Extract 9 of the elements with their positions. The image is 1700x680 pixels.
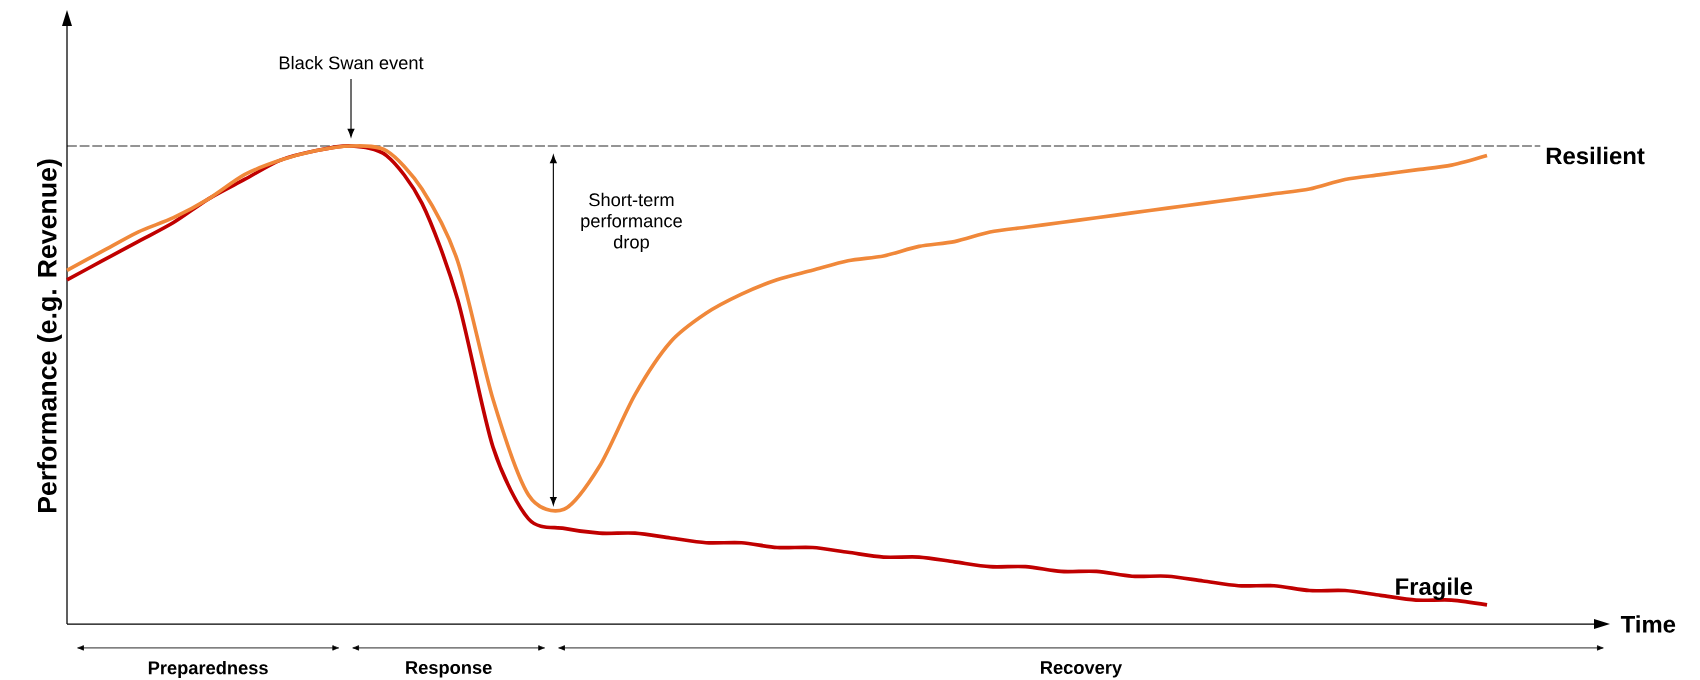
annotation: Short-term performance drop xyxy=(581,192,682,253)
text: Recovery xyxy=(1041,661,1123,678)
series-label: Fragile xyxy=(1396,577,1473,600)
text: Resilient xyxy=(1546,146,1645,165)
y-axis-title: Performance (e.g. Revenue) xyxy=(37,159,63,513)
text: Response xyxy=(406,661,492,678)
text: Preparedness xyxy=(148,660,268,678)
text: Black Swan event xyxy=(279,55,424,70)
x-axis-title: Time xyxy=(1620,615,1676,633)
